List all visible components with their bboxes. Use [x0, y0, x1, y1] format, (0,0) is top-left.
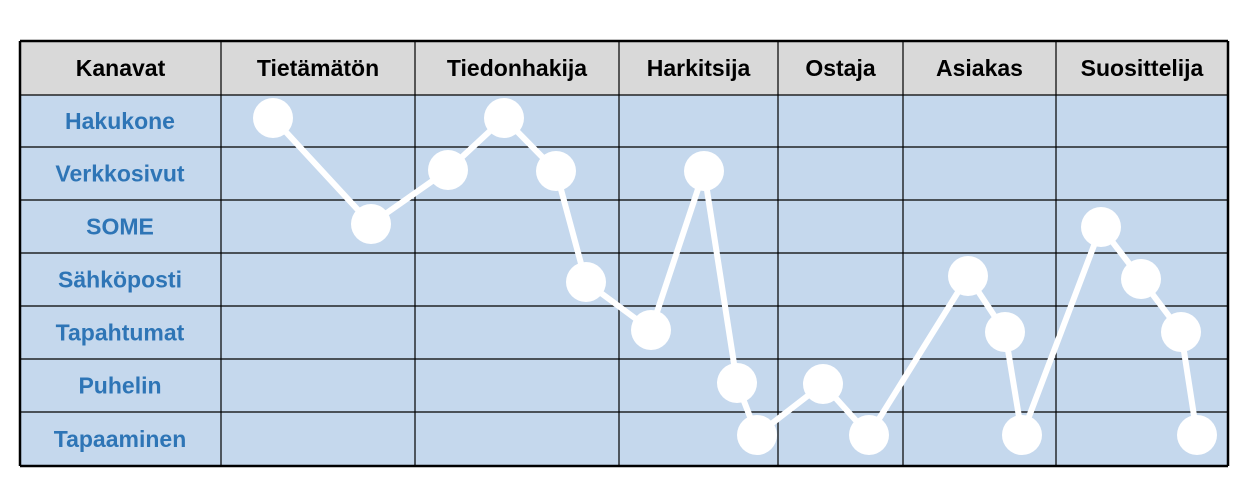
touchpoint: [253, 98, 293, 138]
touchpoint: [1161, 312, 1201, 352]
touchpoint: [1002, 415, 1042, 455]
touchpoint: [849, 415, 889, 455]
touchpoints: [253, 98, 1217, 455]
table: Kanavat Tietämätön Tiedonhakija Harkitsija O…: [18, 39, 1230, 468]
touchpoint: [1081, 207, 1121, 247]
touchpoint: [428, 150, 468, 190]
touchpoint: [484, 98, 524, 138]
row-label: Hakukone: [65, 108, 175, 134]
column-header: Suosittelija: [1081, 55, 1204, 81]
column-header: Tietämätön: [257, 55, 379, 81]
column-header: Asiakas: [936, 55, 1023, 81]
touchpoint: [1177, 415, 1217, 455]
touchpoint: [737, 415, 777, 455]
row-label: Puhelin: [78, 373, 161, 399]
row-label: Tapaaminen: [54, 426, 187, 452]
touchpoint: [631, 310, 671, 350]
row-label: Sähköposti: [58, 267, 182, 293]
touchpoint: [536, 151, 576, 191]
body-bg: [20, 95, 1228, 466]
touchpoint: [566, 262, 606, 302]
column-header: Ostaja: [805, 55, 876, 81]
touchpoint: [1121, 259, 1161, 299]
column-header: Harkitsija: [647, 55, 751, 81]
touchpoint: [351, 204, 391, 244]
touchpoint: [717, 363, 757, 403]
header-bg: [20, 41, 1228, 95]
touchpoint: [684, 151, 724, 191]
touchpoint: [948, 256, 988, 296]
row-label: Tapahtumat: [56, 320, 185, 346]
column-header: Tiedonhakija: [447, 55, 587, 81]
row-label: Verkkosivut: [55, 161, 184, 187]
column-header: Kanavat: [76, 55, 166, 81]
touchpoint: [803, 364, 843, 404]
row-label: SOME: [86, 214, 154, 240]
touchpoint: [985, 312, 1025, 352]
